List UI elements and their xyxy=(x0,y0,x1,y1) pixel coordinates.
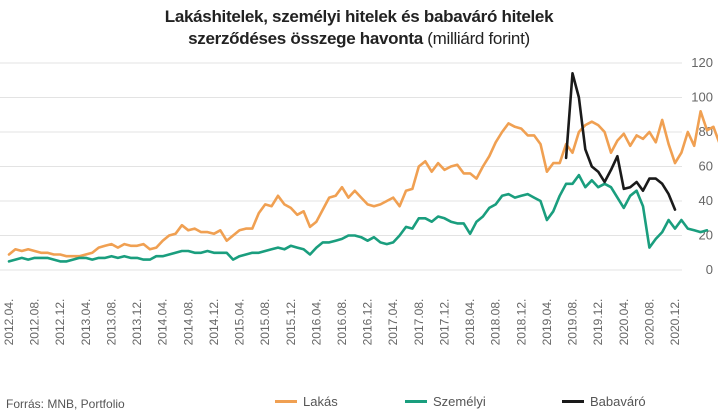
x-tick-label: 2014.08. xyxy=(181,299,195,346)
x-tick-label: 2012.08. xyxy=(28,299,42,346)
x-tick-label: 2012.04. xyxy=(2,299,16,346)
legend-label-babavaro: Babaváró xyxy=(590,394,646,409)
y-tick-label: 120 xyxy=(691,55,713,70)
x-tick-label: 2015.12. xyxy=(284,299,298,346)
series-line-lakas xyxy=(7,110,718,258)
x-tick-label: 2019.12. xyxy=(591,299,605,346)
x-tick-label: 2020.12. xyxy=(668,299,682,346)
x-tick-label: 2014.04. xyxy=(156,299,170,346)
source-note: Forrás: MNB, Portfolio xyxy=(6,397,125,411)
legend-item-szemelyi: Személyi xyxy=(405,394,486,409)
legend-label-lakas: Lakás xyxy=(303,394,338,409)
y-tick-label: 100 xyxy=(691,90,713,105)
series-lines xyxy=(7,72,718,263)
x-tick-label: 2018.12. xyxy=(514,299,528,346)
legend-item-lakas: Lakás xyxy=(275,394,338,409)
title-line-1: Lakáshitelek, személyi hitelek és babavá… xyxy=(164,7,554,26)
x-tick-label: 2015.08. xyxy=(258,299,272,346)
x-tick-label: 2017.04. xyxy=(386,299,400,346)
x-tick-label: 2013.12. xyxy=(130,299,144,346)
x-tick-label: 2015.04. xyxy=(233,299,247,346)
legend-swatch-szemelyi xyxy=(405,400,427,403)
x-tick-label: 2020.04. xyxy=(617,299,631,346)
x-tick-label: 2017.12. xyxy=(437,299,451,346)
x-tick-label: 2020.08. xyxy=(642,299,656,346)
y-tick-label: 60 xyxy=(699,159,713,174)
series-line-szemelyi xyxy=(7,173,709,263)
x-tick-label: 2016.04. xyxy=(309,299,323,346)
x-tick-label: 2017.08. xyxy=(412,299,426,346)
y-tick-label: 40 xyxy=(699,193,713,208)
legend-swatch-lakas xyxy=(275,400,297,403)
x-tick-label: 2019.04. xyxy=(540,299,554,346)
x-tick-label: 2016.08. xyxy=(335,299,349,346)
x-tick-label: 2019.08. xyxy=(566,299,580,346)
legend-label-szemelyi: Személyi xyxy=(433,394,486,409)
x-tick-label: 2012.12. xyxy=(53,299,67,346)
x-tick-label: 2013.04. xyxy=(79,299,93,346)
x-tick-label: 2016.12. xyxy=(361,299,375,346)
y-tick-label: 0 xyxy=(706,262,713,277)
x-tick-label: 2013.08. xyxy=(104,299,118,346)
legend-swatch-babavaro xyxy=(562,400,584,403)
x-tick-label: 2018.04. xyxy=(463,299,477,346)
title-line-2-unit: (milliárd forint) xyxy=(422,29,530,48)
x-tick-label: 2018.08. xyxy=(489,299,503,346)
title-line-2-bold: szerződéses összege havonta xyxy=(188,29,423,48)
x-axis-ticks: 2012.04. 2012.08. 2012.12. 2013.04. 2013.08.… xyxy=(2,299,682,346)
legend-item-babavaro: Babaváró xyxy=(562,394,646,409)
chart-title: Lakáshitelek, személyi hitelek és babavá… xyxy=(0,6,718,50)
x-tick-label: 2014.12. xyxy=(207,299,221,346)
title-line-2: szerződéses összege havonta (milliárd fo… xyxy=(0,28,718,50)
series-line-babavaro xyxy=(564,72,677,211)
